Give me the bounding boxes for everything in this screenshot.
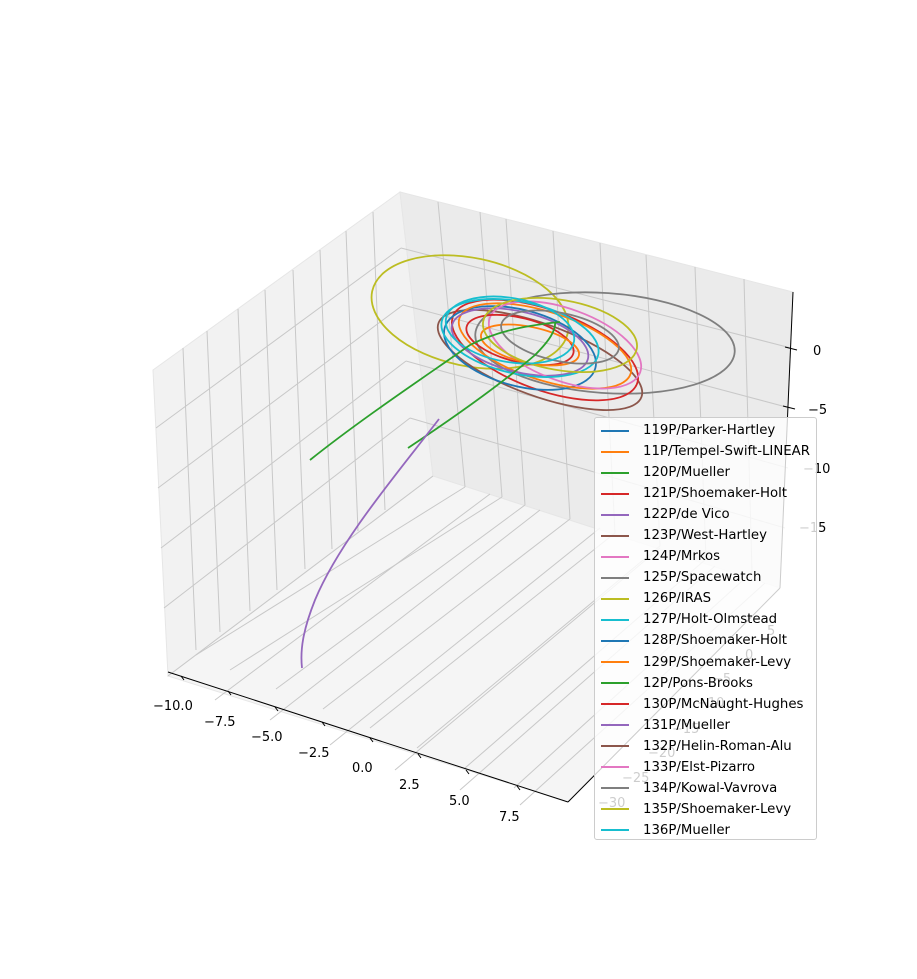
legend-label: 124P/Mrkos: [643, 549, 721, 565]
legend-swatch: [601, 618, 629, 621]
legend-label: 125P/Spacewatch: [643, 570, 762, 586]
legend-swatch: [601, 471, 629, 474]
svg-text:−7.5: −7.5: [204, 715, 236, 730]
orbit-lines: [300, 254, 736, 669]
legend-item: 121P/Shoemaker-Holt: [595, 483, 816, 504]
legend-item: 134P/Kowal-Vavrova: [595, 778, 816, 799]
orbit-12P-a: [309, 321, 561, 461]
orbit-136P: [444, 295, 576, 365]
svg-text:−5.0: −5.0: [251, 730, 283, 745]
orbit-130P: [465, 313, 575, 367]
legend-label: 134P/Kowal-Vavrova: [643, 780, 778, 796]
legend-item: 126P/IRAS: [595, 588, 816, 609]
legend-swatch: [601, 492, 629, 495]
legend-item: 119P/Parker-Hartley: [595, 420, 816, 441]
orbit-122P: [450, 307, 590, 377]
svg-text:−5: −5: [808, 403, 827, 418]
legend-label: 132P/Helin-Roman-Alu: [643, 738, 792, 754]
legend-swatch: [601, 534, 629, 537]
svg-text:5.0: 5.0: [449, 794, 470, 809]
legend-label: 126P/IRAS: [643, 591, 712, 607]
svg-text:2.5: 2.5: [399, 778, 420, 793]
legend-label: 135P/Shoemaker-Levy: [643, 801, 792, 817]
legend-label: 119P/Parker-Hartley: [643, 423, 776, 439]
legend-item: 127P/Holt-Olmstead: [595, 609, 816, 630]
legend-item: 11P/Tempel-Swift-LINEAR: [595, 441, 816, 462]
legend-swatch: [601, 513, 629, 516]
legend-swatch: [601, 787, 629, 790]
legend-label: 121P/Shoemaker-Holt: [643, 486, 788, 502]
legend-label: 130P/McNaught-Hughes: [643, 696, 804, 712]
legend-swatch: [601, 661, 629, 664]
legend-swatch: [601, 639, 629, 642]
legend-item: 135P/Shoemaker-Levy: [595, 799, 816, 820]
legend-label: 133P/Elst-Pizarro: [643, 759, 756, 775]
svg-text:−2.5: −2.5: [298, 746, 330, 761]
legend-swatch: [601, 576, 629, 579]
svg-text:7.5: 7.5: [499, 810, 520, 825]
legend-item: 124P/Mrkos: [595, 546, 816, 567]
x-axis-tick-labels: −10.0 −7.5 −5.0 −2.5 0.0 2.5 5.0 7.5: [153, 699, 520, 825]
orbit-135P: [482, 297, 638, 373]
legend-swatch: [601, 429, 629, 432]
legend-label: 11P/Tempel-Swift-LINEAR: [643, 444, 811, 460]
legend: 119P/Parker-Hartley 11P/Tempel-Swift-LIN…: [594, 417, 817, 840]
legend-swatch: [601, 766, 629, 769]
legend-label: 127P/Holt-Olmstead: [643, 612, 778, 628]
legend-label: 128P/Shoemaker-Holt: [643, 633, 788, 649]
svg-text:−10.0: −10.0: [153, 699, 193, 714]
orbit-12P-b: [407, 321, 556, 449]
legend-item: 132P/Helin-Roman-Alu: [595, 736, 816, 757]
orbit-122P-arc: [300, 418, 440, 669]
legend-label: 12P/Pons-Brooks: [643, 675, 753, 691]
legend-swatch: [601, 808, 629, 811]
legend-item: 136P/Mueller: [595, 820, 816, 841]
legend-swatch: [601, 745, 629, 748]
svg-text:0.0: 0.0: [352, 761, 373, 776]
legend-item: 131P/Mueller: [595, 715, 816, 736]
legend-label: 120P/Mueller: [643, 465, 730, 481]
legend-swatch: [601, 597, 629, 600]
legend-swatch: [601, 555, 629, 558]
legend-swatch: [601, 450, 629, 453]
legend-item: 120P/Mueller: [595, 462, 816, 483]
legend-item: 128P/Shoemaker-Holt: [595, 630, 816, 651]
legend-label: 129P/Shoemaker-Levy: [643, 654, 792, 670]
legend-item: 129P/Shoemaker-Levy: [595, 652, 816, 673]
legend-label: 123P/West-Hartley: [643, 528, 767, 544]
legend-swatch: [601, 724, 629, 727]
legend-swatch: [601, 703, 629, 706]
legend-item: 133P/Elst-Pizarro: [595, 757, 816, 778]
legend-swatch: [601, 682, 629, 685]
x-axis-ticks: [180, 675, 521, 791]
svg-text:0: 0: [813, 344, 821, 359]
legend-item: 122P/de Vico: [595, 504, 816, 525]
legend-swatch: [601, 829, 629, 832]
legend-label: 136P/Mueller: [643, 822, 730, 838]
legend-item: 130P/McNaught-Hughes: [595, 694, 816, 715]
legend-item: 123P/West-Hartley: [595, 525, 816, 546]
orbit-132P: [436, 309, 644, 411]
orbit-134P: [500, 309, 620, 365]
legend-label: 131P/Mueller: [643, 717, 730, 733]
legend-label: 122P/de Vico: [643, 507, 730, 523]
orbit-125P: [474, 291, 736, 395]
orbit-124P: [487, 300, 643, 390]
x-axis-line: [167, 671, 569, 803]
legend-item: 12P/Pons-Brooks: [595, 673, 816, 694]
legend-item: 125P/Spacewatch: [595, 567, 816, 588]
